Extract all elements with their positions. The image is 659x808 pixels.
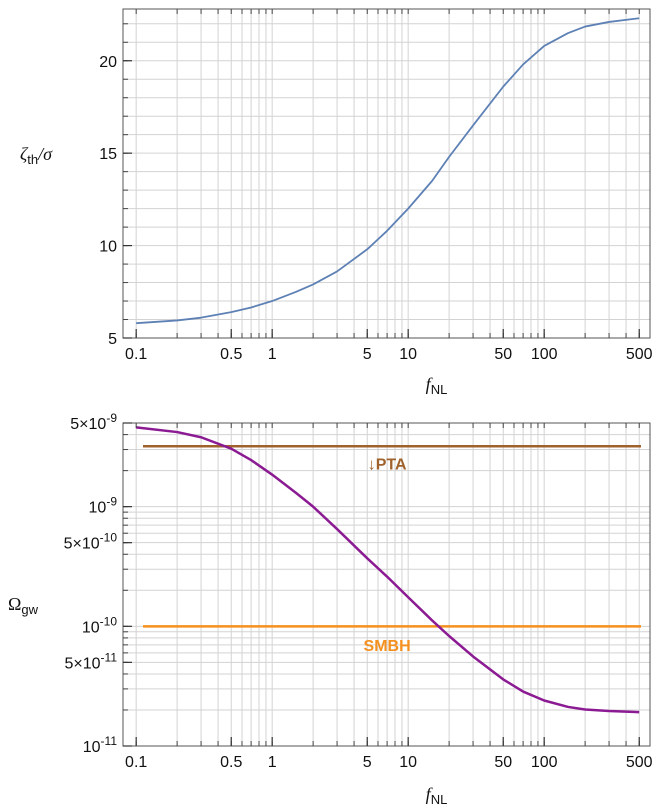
bottom-y-tick-label: 5×10-11 — [65, 650, 118, 672]
bottom-x-tick-label: 500 — [626, 754, 653, 771]
bottom-series-line-0 — [136, 426, 640, 714]
bottom-y-tick-label: 10-9 — [89, 495, 118, 517]
top-series — [136, 17, 640, 325]
top-x-tick-label: 50 — [494, 346, 512, 363]
top-frame — [122, 8, 651, 339]
bottom-grid — [123, 422, 650, 747]
top-x-tick-label: 5 — [363, 346, 372, 363]
top-ticks — [123, 9, 640, 339]
bottom-frame — [122, 422, 651, 747]
bottom-x-axis-label: fNL — [426, 784, 448, 807]
top-y-tick-label: 5 — [108, 331, 117, 348]
bottom-y-tick-label: 10-11 — [83, 734, 118, 756]
top-y-tick-label: 20 — [99, 54, 117, 71]
bottom-hline-label-1: SMBH — [364, 638, 411, 655]
bottom-series — [136, 426, 641, 714]
top-grid — [123, 9, 650, 339]
bottom-y-tick-label: 5×10-10 — [64, 531, 118, 553]
top-x-tick-label: 100 — [531, 346, 558, 363]
bottom-x-tick-label: 0.1 — [125, 754, 147, 771]
top-x-tick-label: 0.1 — [125, 346, 147, 363]
top-x-tick-label: 0.5 — [220, 346, 242, 363]
top-x-tick-label: 1 — [268, 346, 277, 363]
bottom-x-tick-label: 10 — [399, 754, 417, 771]
bottom-x-tick-label: 5 — [363, 754, 372, 771]
bottom-ticks — [123, 422, 640, 747]
bottom-x-tick-label: 0.5 — [220, 754, 242, 771]
bottom-y-tick-label: 10-10 — [82, 614, 117, 636]
top-x-axis-label: fNL — [426, 374, 448, 397]
top-x-tick-label: 10 — [399, 346, 417, 363]
bottom-hline-label-0: ↓PTA — [368, 456, 407, 473]
bottom-x-tick-label: 100 — [531, 754, 558, 771]
top-y-axis-label: ζth/σ — [20, 144, 53, 167]
bottom-y-tick-label: 5×10-9 — [70, 411, 117, 433]
bottom-chart-panel: ↓PTA SMBH 0.1 0.5 1 5 10 50 100 500 10-11 5×10-11 10… — [8, 411, 653, 807]
top-series-line-0 — [136, 17, 640, 325]
top-plot-frame — [122, 8, 651, 339]
bottom-x-tick-label: 50 — [494, 754, 512, 771]
bottom-labels: ↓PTA SMBH 0.1 0.5 1 5 10 50 100 500 10-11 5×10-11 10… — [8, 411, 653, 807]
bottom-y-axis-label: Ωgw — [8, 594, 39, 617]
top-y-tick-label: 15 — [99, 146, 117, 163]
top-x-tick-label: 500 — [626, 346, 653, 363]
top-y-tick-label: 10 — [99, 239, 117, 256]
bottom-plot-frame — [122, 422, 651, 747]
bottom-x-tick-label: 1 — [268, 754, 277, 771]
